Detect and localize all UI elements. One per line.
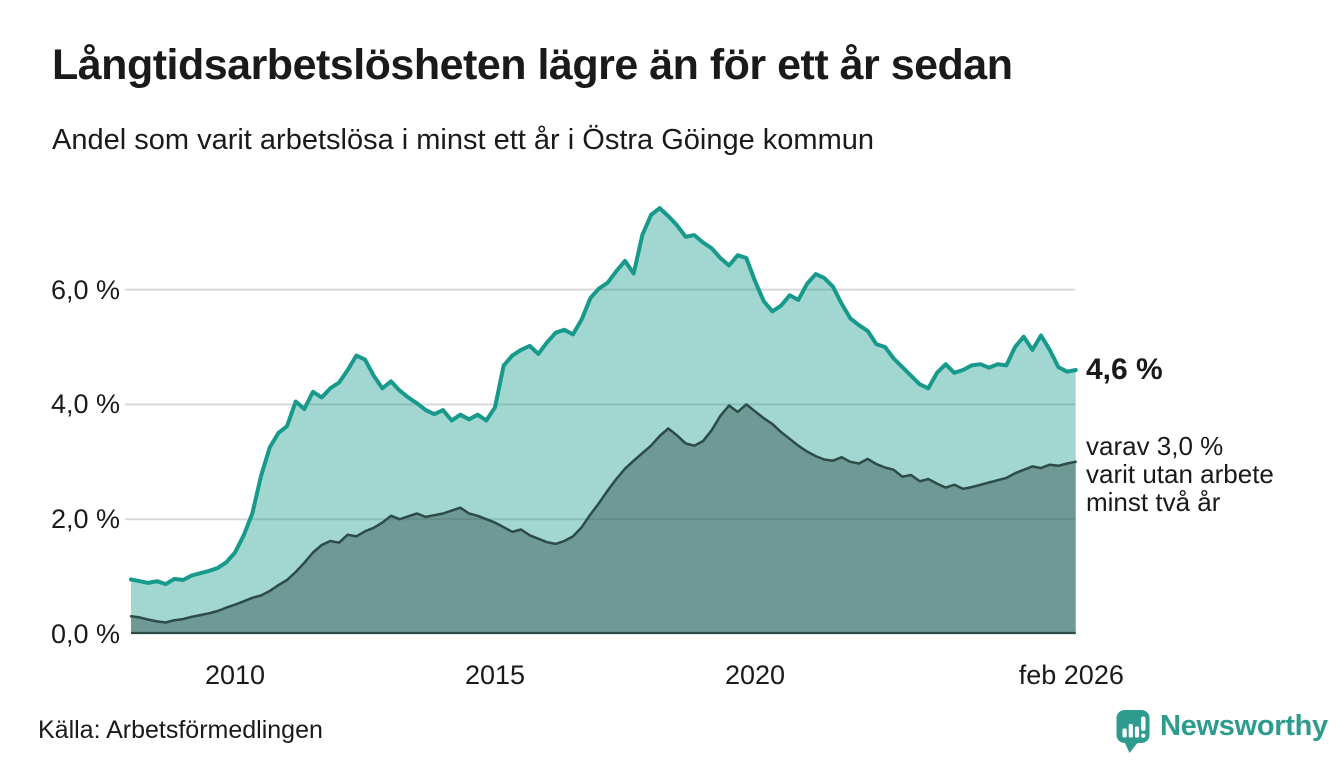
newsworthy-logo: Newsworthy bbox=[1115, 708, 1328, 754]
y-axis-label: 6,0 % bbox=[50, 274, 120, 305]
area-unemployed-min-two-years bbox=[131, 404, 1076, 634]
x-axis-label: feb 2026 bbox=[1018, 660, 1124, 690]
line-unemployed-min-one-year bbox=[129, 206, 1078, 587]
chart-subtitle: Andel som varit arbetslösa i minst ett å… bbox=[52, 124, 874, 156]
line-unemployed-min-two-years bbox=[129, 403, 1077, 624]
x-axis-label: 2015 bbox=[464, 660, 526, 690]
annotation-detail-line: varit utan arbete bbox=[1086, 458, 1274, 489]
x-axis-label: 2010 bbox=[204, 660, 266, 690]
area-unemployed-min-one-year bbox=[131, 208, 1076, 634]
newsworthy-logo-icon bbox=[1116, 710, 1150, 753]
annotation-detail: varav 3,0 % varit utan arbete minst två … bbox=[1086, 432, 1274, 516]
annotation-detail-line: minst två år bbox=[1086, 486, 1221, 517]
x-axis-label: 2020 bbox=[724, 660, 786, 690]
newsworthy-logo-text: Newsworthy bbox=[1160, 710, 1328, 742]
y-axis-label: 2,0 % bbox=[50, 504, 120, 535]
y-axis-label: 0,0 % bbox=[50, 619, 120, 649]
annotation-latest-value: 4,6 % bbox=[1086, 352, 1163, 386]
source-caption: Källa: Arbetsförmedlingen bbox=[38, 716, 323, 744]
annotation-detail-line: varav 3,0 % bbox=[1086, 430, 1224, 461]
y-axis-label: 4,0 % bbox=[50, 389, 120, 420]
chart-title: Långtidsarbetslösheten lägre än för ett … bbox=[52, 41, 1013, 89]
